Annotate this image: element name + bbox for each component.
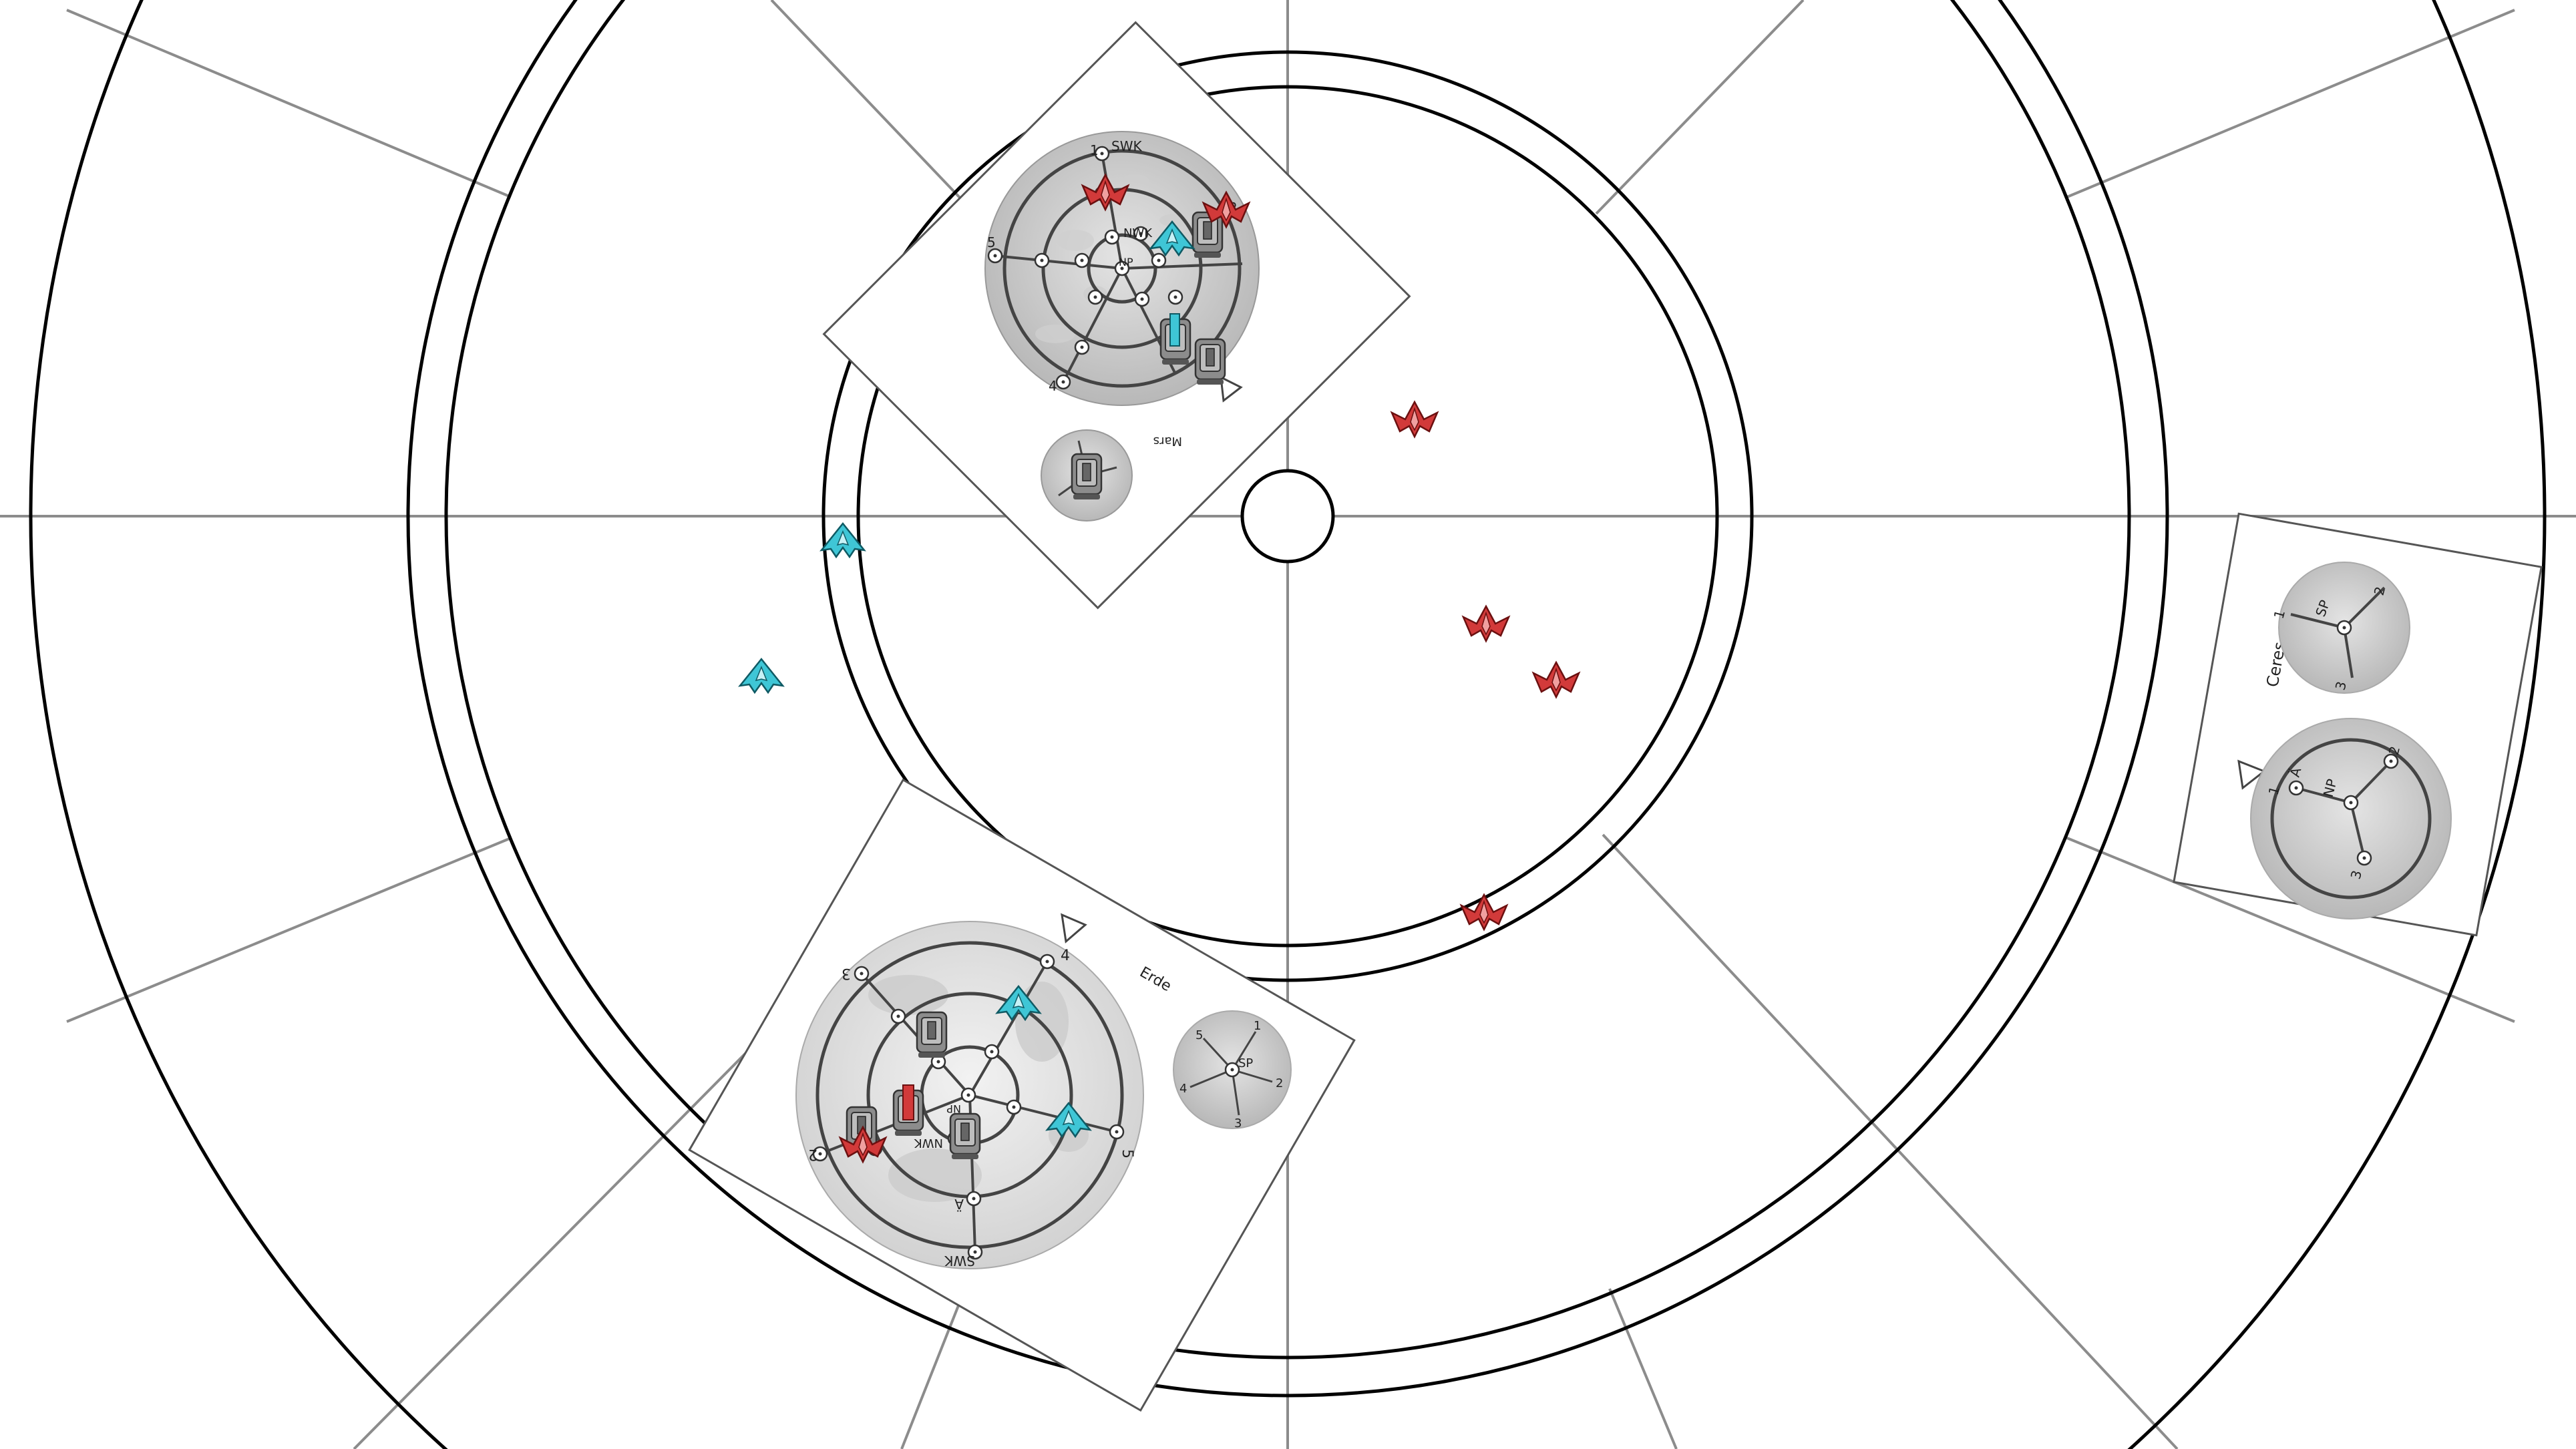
erde-moon[interactable] [1173,1010,1292,1129]
mars-label-swk: SWK [1111,138,1142,154]
erde-moon-number-2: 2 [1276,1076,1283,1090]
red-ship-icon[interactable] [1462,605,1510,642]
erde-base-3[interactable] [949,1112,981,1161]
ceres-number-1: 1 [2265,785,2283,797]
erde-number-4: 4 [1061,948,1070,964]
erde-card-arrow-icon [1061,913,1087,944]
ceres-number-2: 2 [2386,745,2403,757]
ceres-number-3: 3 [2348,869,2365,881]
red-ship-icon[interactable] [1532,661,1580,698]
erde-moon-number-4: 4 [1179,1082,1187,1096]
ceres-moon-number-3: 3 [2332,680,2350,692]
mars-base-cyan-flag [1169,313,1180,347]
mars-label-np: NP [1119,256,1133,268]
erde-label-swk: SWK [944,1253,975,1269]
cyan-ship-icon[interactable] [739,658,784,694]
red-ship-icon[interactable] [1460,893,1508,931]
erde-base-1[interactable] [916,1011,948,1059]
erde-number-2: 2 [808,1146,817,1163]
erde-label-nwk: NWK [914,1136,943,1150]
red-ship-icon[interactable] [1391,401,1439,438]
erde-moon-number-1: 1 [1254,1019,1261,1033]
ceres-moon-number-2: 2 [2371,585,2388,598]
erde-number-5: 5 [1119,1149,1135,1159]
mars-number-4: 4 [1049,378,1057,394]
mars-number-5: 5 [987,234,996,250]
mars-base-small-1[interactable] [1191,211,1224,259]
mars-label-nwk: NWK [1123,226,1153,240]
erde-moon-label-sp: SP [1238,1056,1253,1070]
ceres-planet[interactable] [2250,718,2452,919]
erde-label-np: NP [946,1102,961,1115]
mars-card-arrow-icon [1220,375,1243,403]
erde-moon-number-5: 5 [1195,1028,1203,1042]
mars-base-small-2[interactable] [1194,338,1226,386]
ceres-label-ae: Ä [2287,766,2305,779]
erde-moon-number-3: 3 [1234,1116,1242,1130]
mars-card-title: Mars [1153,434,1182,448]
erde-base-red-flag [902,1084,914,1120]
ceres-moon[interactable] [2278,562,2410,694]
erde-number-3: 3 [842,965,851,982]
ceres-moon-number-1: 1 [2271,608,2288,621]
erde-label-ae: Ä [954,1196,964,1212]
mars-number-1: 1 [1090,142,1099,158]
mars-moon-base[interactable] [1071,453,1103,501]
ceres-card-arrow-icon [2237,759,2266,790]
